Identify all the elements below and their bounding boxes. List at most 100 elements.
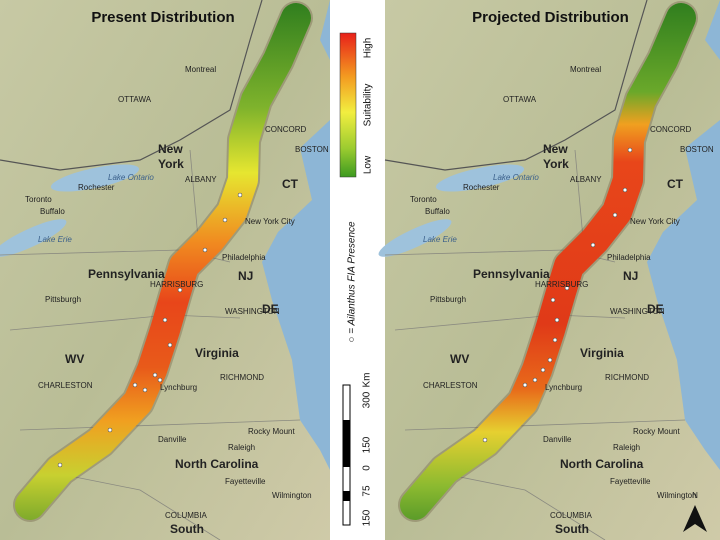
place-label: OTTAWA [503, 95, 537, 104]
presence-dot [482, 437, 488, 443]
presence-dot [522, 382, 528, 388]
place-label: WV [450, 352, 469, 366]
place-label: Lake Erie [423, 235, 457, 244]
presence-dot [152, 372, 158, 378]
place-label: Rocky Mount [633, 427, 680, 436]
presence-dot [162, 317, 168, 323]
presence-dot [237, 192, 243, 198]
presence-dot [550, 297, 556, 303]
place-label: Lake Ontario [493, 173, 539, 182]
legend-high: High [363, 38, 374, 59]
scale-segment [343, 420, 350, 467]
place-label: Montreal [570, 65, 601, 74]
place-label: Buffalo [40, 207, 65, 216]
place-label: North Carolina [175, 457, 259, 471]
place-label: Philadelphia [607, 253, 651, 262]
presence-dot [552, 337, 558, 343]
place-label: CONCORD [650, 125, 692, 134]
place-label: Fayetteville [225, 477, 266, 486]
place-label: OTTAWA [118, 95, 152, 104]
scale-tick-label: 75 [362, 485, 373, 497]
scale-segment [343, 491, 350, 501]
presence-dot [564, 285, 570, 291]
place-label: York [543, 157, 569, 171]
border [384, 0, 648, 171]
presence-dot [107, 427, 113, 433]
north-label: N [692, 491, 698, 500]
place-label: Virginia [195, 346, 239, 360]
place-label: Raleigh [613, 443, 640, 452]
lake [50, 164, 140, 192]
scale-bar: Km [342, 373, 373, 526]
place-label: Danville [158, 435, 187, 444]
place-label: WASHINGTON [225, 307, 280, 316]
place-label: CHARLESTON [38, 381, 93, 390]
ocean [262, 120, 330, 470]
place-label: Rochester [78, 183, 115, 192]
legend: High Suitability Low ○ = Ailanthus FIA P… [339, 32, 374, 343]
place-label: COLUMBIA [550, 511, 592, 520]
place-label: Buffalo [425, 207, 450, 216]
place-label: South [170, 522, 204, 536]
presence-dot [157, 377, 163, 383]
lake [378, 219, 452, 257]
scale-tick-label: 150 [362, 436, 373, 453]
ocean [705, 0, 720, 60]
north-arrow [683, 505, 707, 532]
place-label: North Carolina [560, 457, 644, 471]
place-label: New [158, 142, 183, 156]
place-label: Lynchburg [160, 383, 197, 392]
place-label: HARRISBURG [150, 280, 203, 289]
place-label: Pittsburgh [430, 295, 466, 304]
place-label: York [158, 157, 184, 171]
place-label: BOSTON [680, 145, 714, 154]
presence-dot [590, 242, 596, 248]
presence-dot [222, 217, 228, 223]
place-label: RICHMOND [605, 373, 649, 382]
place-label: Lake Ontario [108, 173, 154, 182]
place-label: Lynchburg [545, 383, 582, 392]
place-label: Toronto [25, 195, 52, 204]
presence-dot [627, 147, 633, 153]
place-label: CT [282, 177, 299, 191]
place-label: Toronto [410, 195, 437, 204]
place-label: Montreal [185, 65, 216, 74]
place-label: Rocky Mount [248, 427, 295, 436]
place-label: BOSTON [295, 145, 329, 154]
place-label: NJ [238, 269, 253, 283]
place-label: CHARLESTON [423, 381, 478, 390]
place-label: Fayetteville [610, 477, 651, 486]
place-label: HARRISBURG [535, 280, 588, 289]
place-label: ALBANY [185, 175, 217, 184]
ocean [320, 0, 330, 60]
place-label: Pennsylvania [88, 267, 165, 281]
suitability-swath [400, 3, 696, 520]
place-label: DE [647, 302, 664, 316]
suitability-swath [15, 3, 311, 520]
place-label: Pittsburgh [45, 295, 81, 304]
place-label: DE [262, 302, 279, 316]
legend-axis: Suitability [363, 84, 374, 127]
legend-color-bar [339, 32, 357, 178]
place-label: New [543, 142, 568, 156]
presence-dot [57, 462, 63, 468]
presence-dot [612, 212, 618, 218]
place-label: NJ [623, 269, 638, 283]
scale-tick-label: 150 [362, 509, 373, 526]
place-label: Rochester [463, 183, 500, 192]
place-label: Wilmington [657, 491, 697, 500]
place-label: Pennsylvania [473, 267, 550, 281]
presence-dot [132, 382, 138, 388]
presence-dot [547, 357, 553, 363]
place-label: New York City [245, 217, 295, 226]
place-label: WV [65, 352, 84, 366]
presence-dot [622, 187, 628, 193]
place-label: South [555, 522, 589, 536]
panel-title: Present Distribution [91, 9, 234, 26]
panel-title: Projected Distribution [472, 9, 629, 26]
legend-low: Low [363, 155, 374, 174]
place-label: CT [667, 177, 684, 191]
place-label: RICHMOND [220, 373, 264, 382]
